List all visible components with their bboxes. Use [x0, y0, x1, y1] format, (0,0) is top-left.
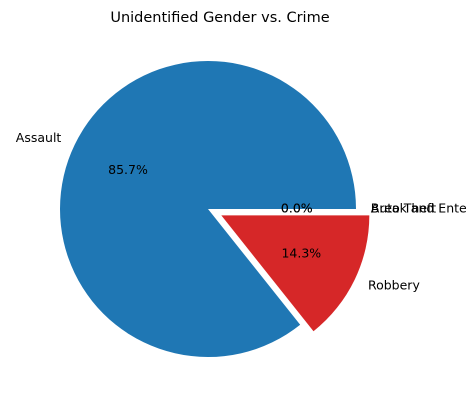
slice-percent-robbery: 14.3%: [281, 245, 321, 260]
pie-labels: Assault 85.7% Robbery 14.3% Break and Enter 0…: [16, 130, 467, 293]
slice-label-break-and-enter: Break and Enter: [371, 201, 467, 216]
slice-label-assault: Assault: [16, 130, 62, 145]
pie-slice-robbery: [221, 215, 370, 332]
slice-percent-auto-theft: 0.0%: [281, 201, 313, 216]
slice-label-robbery: Robbery: [368, 278, 420, 293]
pie-slice-assault: [60, 61, 357, 358]
slice-label-auto-theft: Auto Theft: [371, 201, 436, 216]
pie-slices: [60, 61, 370, 358]
slice-percent-break-and-enter: 0.0%: [281, 201, 313, 216]
chart-title: Unidentified Gender vs. Crime: [110, 10, 329, 26]
slice-percent-assault: 85.7%: [108, 162, 148, 177]
